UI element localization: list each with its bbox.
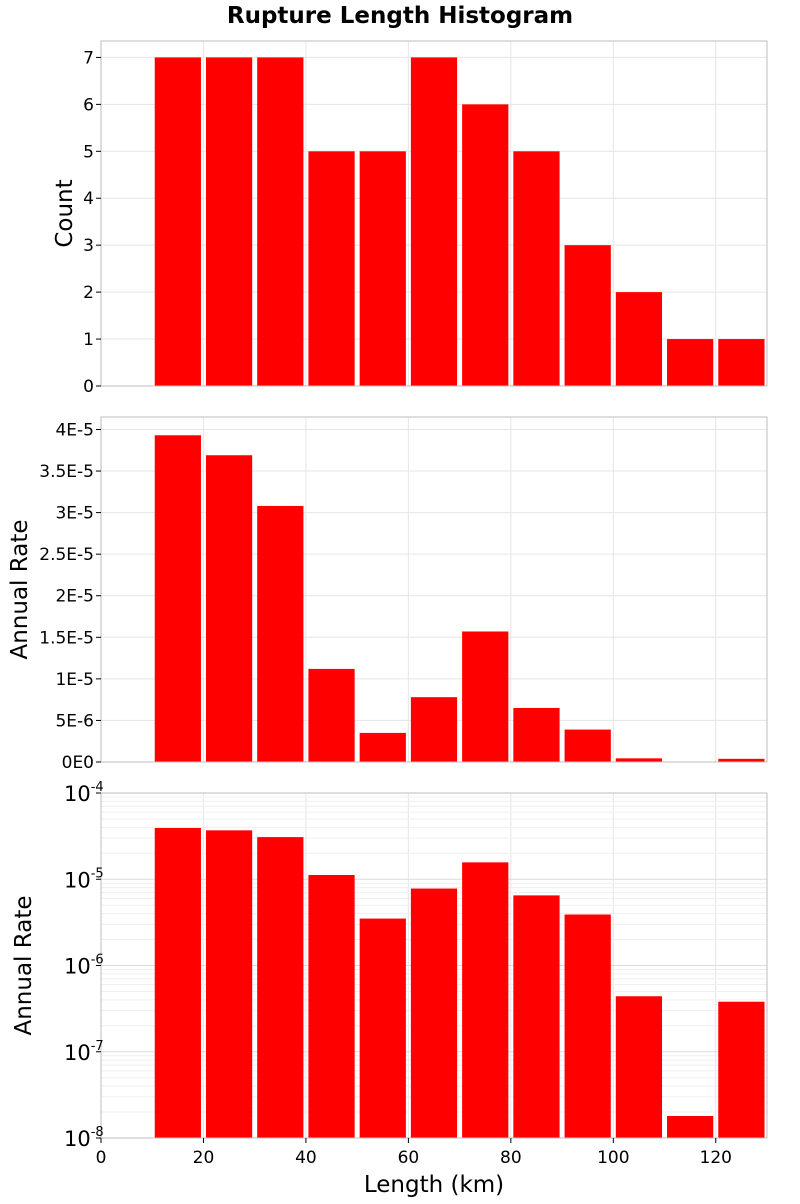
x-axis-label: Length (km): [364, 1172, 504, 1198]
y-tick-label: 0: [83, 377, 94, 397]
bar: [206, 57, 252, 386]
y-tick-label: 5E-6: [55, 711, 94, 731]
y-axis-count: 0 1 2 3 4 5 6 7: [83, 48, 101, 397]
y-axis-rate_log: 10-810-710-610-510-4: [64, 780, 104, 1151]
bar: [155, 57, 201, 386]
bar: [718, 339, 764, 386]
bar: [667, 1116, 713, 1138]
bar: [360, 151, 406, 386]
bar: [411, 57, 457, 386]
y-tick-base: 10: [64, 868, 91, 892]
bar: [667, 339, 713, 386]
bar: [206, 830, 252, 1138]
bar: [308, 151, 354, 386]
bar: [360, 919, 406, 1138]
bar: [411, 889, 457, 1138]
x-tick-label: 80: [500, 1148, 522, 1168]
y-tick-label: 1E-5: [55, 670, 94, 690]
bar: [411, 697, 457, 762]
y-tick-label: 10-4: [64, 780, 104, 806]
bars-count: [155, 57, 765, 386]
y-tick-label: 4: [83, 189, 94, 209]
y-tick-label: 10-5: [64, 866, 104, 892]
y-tick-label: 3.5E-5: [39, 462, 94, 482]
x-tick-label: 0: [96, 1148, 107, 1168]
bar: [257, 506, 303, 762]
bar: [462, 862, 508, 1138]
y-tick-label: 3: [83, 236, 94, 256]
y-tick-base: 10: [64, 782, 91, 806]
x-tick-label: 100: [597, 1148, 629, 1168]
y-tick-base: 10: [64, 1127, 91, 1151]
y-tick-label: 7: [83, 48, 94, 68]
y-tick-exponent: -6: [91, 953, 104, 968]
x-tick-label: 120: [700, 1148, 732, 1168]
y-tick-exponent: -4: [91, 780, 104, 795]
bar: [513, 708, 559, 762]
y-axis-label: Count: [52, 179, 78, 247]
y-tick-label: 1: [83, 330, 94, 350]
y-tick-label: 3E-5: [55, 504, 94, 524]
y-tick-exponent: -7: [91, 1039, 104, 1054]
y-tick-exponent: -5: [91, 866, 104, 881]
bar: [513, 895, 559, 1138]
y-tick-label: 5: [83, 142, 94, 162]
bars-rate_linear: [155, 435, 765, 762]
bar: [206, 455, 252, 762]
x-tick-label: 20: [193, 1148, 215, 1168]
y-tick-label: 6: [83, 95, 94, 115]
bar: [462, 631, 508, 762]
bar: [462, 104, 508, 386]
bar: [308, 669, 354, 762]
y-axis-label: Annual Rate: [7, 520, 33, 660]
y-axis-label: Annual Rate: [11, 896, 37, 1036]
bar: [616, 758, 662, 762]
bar: [565, 915, 611, 1138]
y-tick-label: 2.5E-5: [39, 545, 94, 565]
bar: [155, 828, 201, 1138]
chart-title: Rupture Length Histogram: [227, 3, 573, 29]
y-tick-base: 10: [64, 955, 91, 979]
y-tick-label: 0E0: [62, 753, 94, 773]
bar: [718, 1002, 764, 1138]
panel-count: 0 1 2 3 4 5 6 7 Count: [52, 41, 767, 397]
y-axis-rate_linear: 0E0 5E-6 1E-5 1.5E-5 2E-5 2.5E-5 3E-5 3.5E-5 4E-…: [39, 420, 101, 773]
bar: [616, 292, 662, 386]
x-axis-rate_log: 0 20 40 60 80 100 120: [96, 1138, 732, 1168]
y-tick-label: 10-7: [64, 1039, 104, 1065]
bar: [565, 245, 611, 386]
panel-rate_linear: 0E0 5E-6 1E-5 1.5E-5 2E-5 2.5E-5 3E-5 3.5E-5 4E-…: [7, 417, 767, 773]
y-tick-exponent: -8: [91, 1125, 104, 1140]
bar: [155, 435, 201, 762]
x-tick-label: 40: [295, 1148, 317, 1168]
bar: [513, 151, 559, 386]
bar: [257, 837, 303, 1138]
bar: [360, 733, 406, 762]
y-tick-label: 10-6: [64, 953, 104, 979]
y-tick-base: 10: [64, 1041, 91, 1065]
bar: [308, 875, 354, 1138]
bar: [257, 57, 303, 386]
bar: [616, 996, 662, 1138]
y-tick-label: 1.5E-5: [39, 628, 94, 648]
y-tick-label: 4E-5: [55, 420, 94, 440]
bar: [565, 730, 611, 762]
bars-rate_log: [155, 828, 765, 1138]
x-tick-label: 60: [398, 1148, 420, 1168]
y-tick-label: 2E-5: [55, 587, 94, 607]
y-tick-label: 2: [83, 283, 94, 303]
